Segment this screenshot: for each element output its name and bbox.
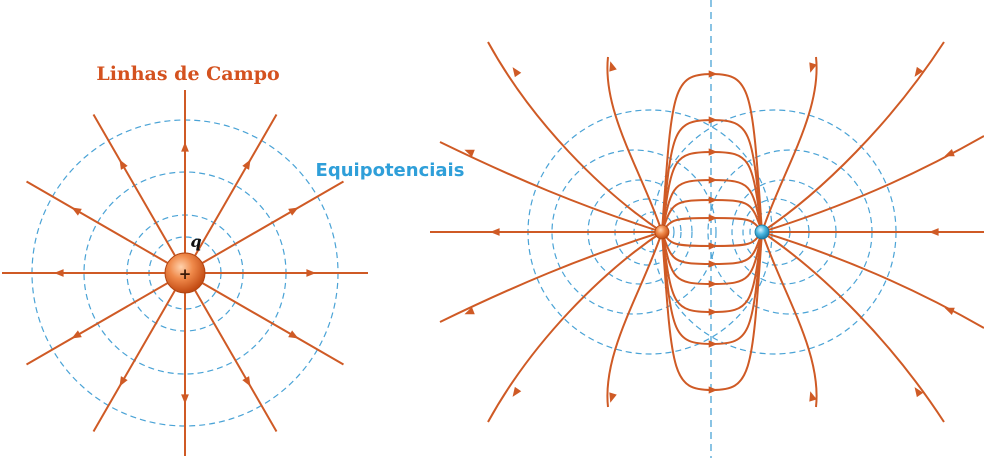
field-line-arrow <box>708 260 718 268</box>
field-line <box>92 272 186 432</box>
field-line-arrow <box>306 269 316 277</box>
field-line-arrow <box>119 376 128 387</box>
field-line-arrow <box>288 330 299 339</box>
field-line-arrow <box>929 228 939 236</box>
field-line <box>26 180 186 274</box>
field-line-arrow <box>708 242 718 250</box>
field-line-outward <box>439 141 663 233</box>
field-line-arrow <box>914 66 924 77</box>
field-line-arrow <box>490 228 500 236</box>
field-line-arrow <box>54 269 64 277</box>
field-line-arrow <box>914 387 924 398</box>
field-line-arrow <box>181 142 189 152</box>
dipole-negative-charge <box>754 224 770 240</box>
equipotentials-label: Equipotenciais <box>316 160 465 181</box>
field-line-arrow <box>609 392 617 403</box>
field-line-outward <box>487 231 663 423</box>
field-line-outward <box>487 41 663 233</box>
field-line-inward <box>761 41 945 233</box>
field-line-inward <box>761 56 818 233</box>
field-line-arrow <box>242 376 251 387</box>
field-line-inward <box>761 135 984 233</box>
field-line-arrow <box>71 207 82 216</box>
field-line-arrow <box>708 116 718 124</box>
positive-charge: + <box>164 252 206 294</box>
field-line-arrow <box>609 61 617 72</box>
field-line-arrow <box>181 394 189 404</box>
field-line-arrow <box>708 70 718 78</box>
dipole-diagram <box>430 0 984 458</box>
field-line-loop <box>661 231 763 346</box>
field-line-arrow <box>512 67 522 78</box>
field-line-inward <box>761 231 818 408</box>
field-line <box>26 272 186 366</box>
field-line-outward <box>439 231 663 323</box>
left-field-lines <box>2 90 368 456</box>
field-line-arrow <box>288 207 299 216</box>
positive-charge-sphere <box>164 252 206 294</box>
field-line-arrow <box>708 308 718 316</box>
field-line-outward <box>606 56 663 233</box>
field-line-arrow <box>708 196 718 204</box>
field-line-arrow <box>944 307 955 315</box>
plus-sign: + <box>179 265 192 283</box>
field-line <box>184 272 344 366</box>
field-line-arrow <box>119 159 128 170</box>
field-line-arrow <box>242 159 251 170</box>
field-line-arrow <box>512 386 522 397</box>
field-line-arrow <box>464 307 475 315</box>
field-line-inward <box>761 231 945 423</box>
field-line-arrow <box>708 176 718 184</box>
field-line <box>184 272 278 432</box>
field-line-inward <box>761 231 984 329</box>
field-line-outward <box>606 231 663 408</box>
field-line <box>92 114 186 274</box>
field-line-arrow <box>944 149 955 157</box>
field-line-arrow <box>708 214 718 222</box>
field-line <box>184 180 344 274</box>
field-line-arrow <box>708 148 718 156</box>
field-line <box>184 114 278 274</box>
field-lines-label: Linhas de Campo <box>96 63 279 85</box>
charge-symbol-label: q <box>190 232 201 251</box>
field-line-arrow <box>708 280 718 288</box>
field-line-arrow <box>71 330 82 339</box>
field-line-arrow <box>809 391 817 402</box>
field-line-arrow <box>708 386 718 394</box>
single-charge-diagram: + q Linhas de Campo Equipotenciais <box>2 63 464 456</box>
field-line-arrow <box>809 62 817 73</box>
field-line-arrow <box>708 340 718 348</box>
dipole-field-lines <box>430 41 984 423</box>
field-line-arrow <box>464 149 475 157</box>
dipole-positive-charge <box>654 224 670 240</box>
equipotential-circle <box>551 149 717 315</box>
